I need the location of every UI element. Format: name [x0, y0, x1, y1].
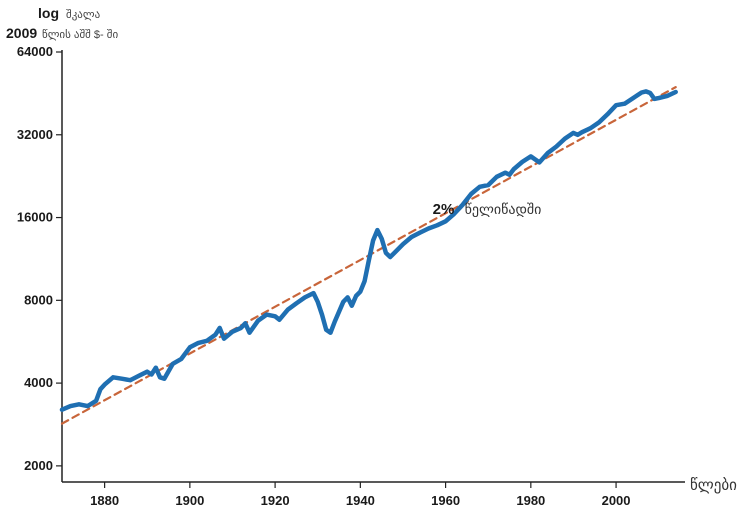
ylabel-line1-bold: log: [38, 5, 59, 21]
ylabel-line1-text: შკალა: [66, 9, 101, 21]
x-tick-label-1980: 1980: [516, 493, 545, 508]
series-group: [59, 85, 678, 425]
y-tick-label-32000: 32000: [17, 127, 53, 142]
x-tick-label-1920: 1920: [261, 493, 290, 508]
y-tick-label-2000: 2000: [24, 458, 53, 473]
y-tick-label-16000: 16000: [17, 210, 53, 225]
x-tick-label-1940: 1940: [346, 493, 375, 508]
annotation-text: წელიწადში: [465, 201, 542, 217]
y-tick-label-64000: 64000: [17, 44, 53, 59]
x-axis-title: წლები: [690, 477, 737, 494]
x-ticks: 1880 1900 1920 1940 1960 1980 2000: [90, 482, 631, 508]
x-tick-label-1880: 1880: [90, 493, 119, 508]
ylabel-line2-bold: 2009: [6, 25, 37, 41]
x-tick-label-1900: 1900: [175, 493, 204, 508]
y-tick-label-8000: 8000: [24, 292, 53, 307]
x-tick-label-1960: 1960: [431, 493, 460, 508]
annotation-percent: 2%: [433, 201, 455, 218]
ylabel-line2-text: წლის აშშ $- ში: [42, 29, 118, 41]
y-tick-label-4000: 4000: [24, 375, 53, 390]
gdp-line: [59, 89, 678, 412]
y-ticks: 2000 4000 8000 16000 32000 64000: [17, 44, 62, 473]
x-tick-label-2000: 2000: [602, 493, 631, 508]
